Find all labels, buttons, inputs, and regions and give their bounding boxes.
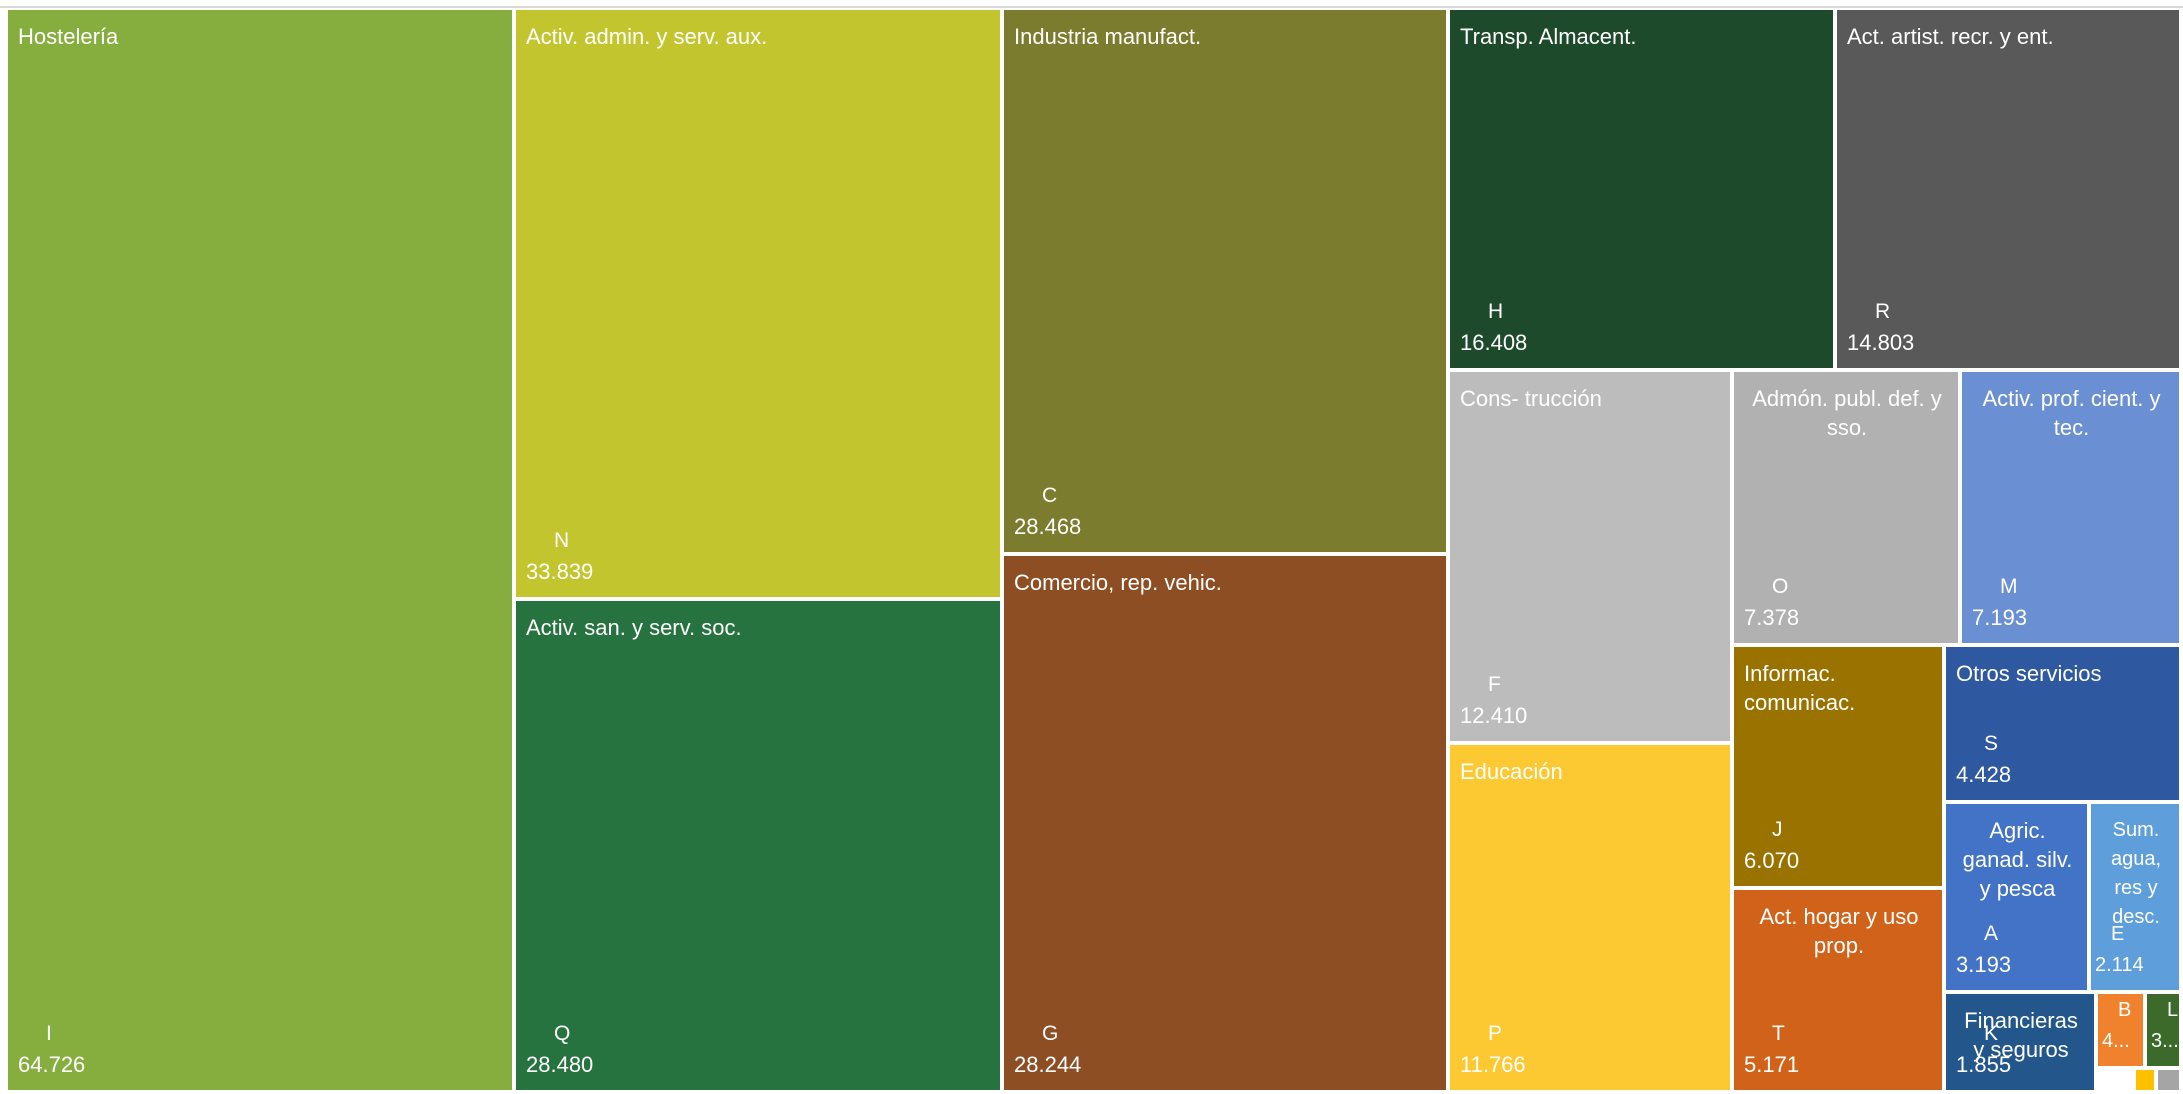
tile-code: E [2111,923,2125,945]
treemap-tile [2158,1070,2183,1094]
tile-label: Industria manufact. [1014,24,1202,49]
tile-value: 6.070 [1744,848,1800,873]
tile-label: Hostelería [18,24,119,49]
treemap-tile: Activ. prof. cient. y tec. M 7.193 [1962,372,2183,647]
treemap-tile: Cons- trucción F 12.410 [1450,372,1734,745]
tile-label: Transp. Almacent. [1460,24,1637,49]
tile-code: J [1772,818,1783,841]
tile-code: O [1772,575,1789,598]
tile-label: Comercio, rep. vehic. [1014,570,1222,595]
tile-code: R [1875,300,1891,323]
tile-value: 28.468 [1014,514,1082,539]
tile-code: T [1772,1022,1785,1045]
tile-value: 12.410 [1460,703,1528,728]
tile-code: N [554,529,570,552]
treemap-tile: Act. artist. recr. y ent. R 14.803 [1837,10,2183,372]
top-border [0,0,2183,8]
tile-code: G [1042,1022,1059,1045]
tile-value: 16.408 [1460,330,1528,355]
tile-code: P [1488,1022,1503,1045]
tile-value: 2.114 [2095,954,2144,976]
tile-value: 3... [2151,1030,2179,1052]
tile-code: K [1984,1022,1999,1045]
tile-code: I [46,1022,52,1045]
tile-label: Act. artist. recr. y ent. [1847,24,2054,49]
tile-code: B [2118,999,2132,1021]
treemap-tile [2136,1070,2158,1094]
tile-value: 4... [2102,1030,2130,1052]
tile-value: 14.803 [1847,330,1915,355]
treemap-tile: Act. hogar y uso prop. T 5.171 [1734,890,1946,1094]
tile-code: S [1984,732,1999,755]
tile-label: Sum. agua, res y desc. [2110,819,2162,928]
tile-label: Activ. prof. cient. y tec. [1982,386,2161,440]
tile-label: Activ. san. y serv. soc. [526,615,742,640]
treemap-tile: Financieras y seguros K 1.855 [1946,994,2098,1094]
tile-code: C [1042,484,1058,507]
treemap-tile: Admón. publ. def. y sso. O 7.378 [1734,372,1962,647]
treemap-tile: L 3... [2147,994,2183,1070]
tile-value: 1.855 [1956,1052,2012,1077]
treemap-tile: Transp. Almacent. H 16.408 [1450,10,1837,372]
tile-label: Cons- trucción [1460,386,1602,411]
treemap-tile: Otros servicios S 4.428 [1946,647,2183,804]
treemap-tile: Comercio, rep. vehic. G 28.244 [1004,556,1450,1094]
tile-label: Financieras y seguros [1964,1008,2078,1062]
tile-value: 64.726 [18,1052,86,1077]
tile-code: H [1488,300,1504,323]
tile-value: 7.378 [1744,605,1800,630]
tile-label: Agric. ganad. silv. y pesca [1962,818,2073,901]
tile-value: 33.839 [526,559,594,584]
treemap-tile: Agric. ganad. silv. y pesca A 3.193 [1946,804,2091,994]
treemap-tile: B 4... [2098,994,2147,1070]
tile-label: Act. hogar y uso prop. [1759,904,1919,958]
tile-code: Q [554,1022,571,1045]
tile-label: Admón. publ. def. y sso. [1752,386,1942,440]
tile-value: 28.244 [1014,1052,1082,1077]
tile-label: Activ. admin. y serv. aux. [526,24,768,49]
treemap-tile: Activ. admin. y serv. aux. N 33.839 [516,10,1004,601]
treemap-tile: Industria manufact. C 28.468 [1004,10,1450,556]
tile-value: 5.171 [1744,1052,1800,1077]
tile-code: L [2167,999,2179,1021]
tile-code: A [1984,922,1999,945]
treemap-tile: Activ. san. y serv. soc. Q 28.480 [516,601,1004,1094]
treemap-tile: Educación P 11.766 [1450,745,1734,1094]
tile-value: 3.193 [1956,952,2012,977]
tile-value: 11.766 [1460,1052,1526,1077]
tile-code: F [1488,673,1501,696]
tile-label: Otros servicios [1956,661,2102,686]
tile-value: 28.480 [526,1052,594,1077]
tile-label: Educación [1460,759,1563,784]
tile-value: 4.428 [1956,762,2012,787]
tile-label: Informac. comunicac. [1744,661,1856,715]
treemap-tile: Informac. comunicac. J 6.070 [1734,647,1946,890]
treemap-tile: Sum. agua, res y desc. E 2.114 [2091,804,2183,994]
tile-value: 7.193 [1972,605,2028,630]
tile-code: M [2000,575,2018,598]
treemap-tile: Hostelería I 64.726 [8,10,516,1094]
